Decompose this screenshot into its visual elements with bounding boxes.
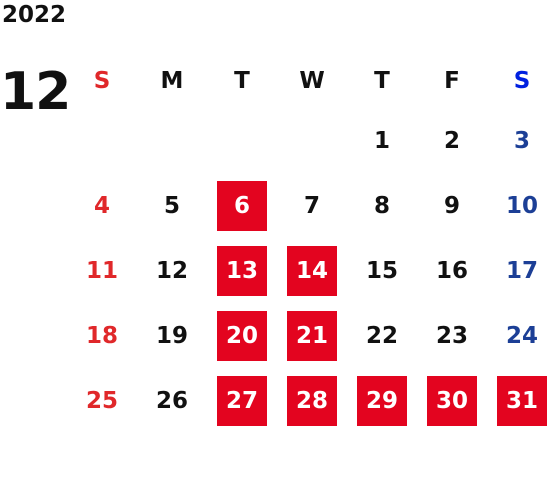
day-cell: 25	[85, 387, 118, 414]
week-row: 18 19 20 21 22 23 24	[67, 303, 548, 368]
day-cell-highlighted: 21	[277, 303, 347, 368]
day-cell: 8	[373, 192, 390, 219]
weekday-fri: F	[444, 68, 460, 94]
weekday-mon: M	[160, 68, 184, 94]
week-row: 4 5 6 7 8 9 10	[67, 173, 548, 238]
day-cell-highlighted: 14	[277, 238, 347, 303]
day-cell: 24	[505, 322, 538, 349]
day-cell-highlighted: 6	[207, 173, 277, 238]
day-cell	[207, 108, 277, 173]
day-cell	[277, 108, 347, 173]
year-label: 2022	[2, 2, 67, 28]
week-row: 1 2 3	[67, 108, 548, 173]
week-row: 11 12 13 14 15 16 17	[67, 238, 548, 303]
weekday-header: S M T W T F S	[67, 54, 548, 108]
day-cell: 5	[163, 192, 180, 219]
weekday-thu: T	[374, 68, 390, 94]
day-cell-highlighted: 31	[487, 368, 548, 433]
day-cell: 1	[373, 127, 390, 154]
day-cell: 3	[513, 127, 530, 154]
day-cell	[67, 108, 137, 173]
day-cell: 11	[85, 257, 118, 284]
day-cell-highlighted: 29	[347, 368, 417, 433]
day-cell: 15	[365, 257, 398, 284]
month-label: 12	[0, 62, 71, 122]
day-cell-highlighted: 20	[207, 303, 277, 368]
day-cell-highlighted: 30	[417, 368, 487, 433]
day-cell: 23	[435, 322, 468, 349]
day-cell: 26	[155, 387, 188, 414]
week-row: 25 26 27 28 29 30 31	[67, 368, 548, 433]
weekday-wed: W	[299, 68, 325, 94]
day-cell: 7	[303, 192, 320, 219]
day-cell: 9	[443, 192, 460, 219]
weekday-tue: T	[234, 68, 250, 94]
day-cell	[137, 108, 207, 173]
day-cell: 2	[443, 127, 460, 154]
day-cell: 19	[155, 322, 188, 349]
day-cell: 4	[93, 192, 110, 219]
day-cell: 12	[155, 257, 188, 284]
day-cell-highlighted: 28	[277, 368, 347, 433]
calendar-grid: S M T W T F S 1 2 3 4 5 6 7 8 9 10 11 12…	[67, 54, 548, 433]
day-cell: 22	[365, 322, 398, 349]
day-cell: 18	[85, 322, 118, 349]
day-cell-highlighted: 27	[207, 368, 277, 433]
weekday-sun: S	[93, 68, 111, 94]
day-cell-highlighted: 13	[207, 238, 277, 303]
day-cell: 16	[435, 257, 468, 284]
weekday-sat: S	[513, 68, 531, 94]
day-cell: 10	[505, 192, 538, 219]
day-cell: 17	[505, 257, 538, 284]
